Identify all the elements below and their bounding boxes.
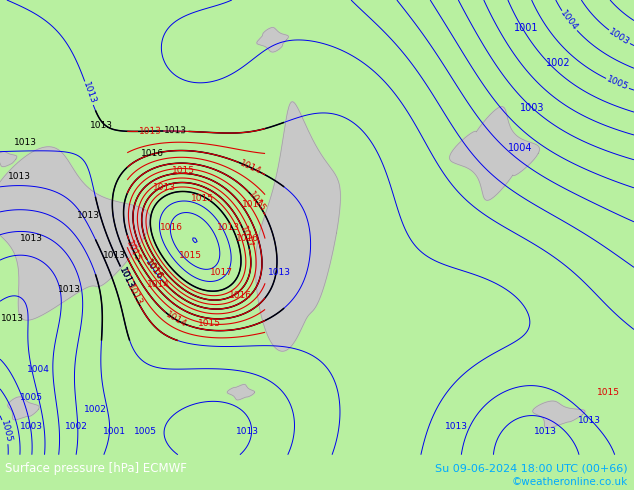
Text: 1002: 1002 [84,405,107,414]
Text: 1015: 1015 [179,251,202,260]
Text: 1003: 1003 [607,27,631,47]
Polygon shape [0,151,17,167]
Text: 1015: 1015 [191,195,214,203]
Text: 1004: 1004 [559,9,579,33]
Text: 1002: 1002 [546,57,570,68]
Text: 1002: 1002 [65,422,87,431]
Text: 1015: 1015 [246,190,267,214]
Text: 1005: 1005 [605,75,630,93]
Text: 1014: 1014 [147,280,170,289]
Text: Surface pressure [hPa] ECMWF: Surface pressure [hPa] ECMWF [5,462,187,475]
Polygon shape [227,385,255,400]
Text: 1013: 1013 [20,234,43,243]
Text: 1005: 1005 [134,427,157,437]
Text: 1017: 1017 [238,224,254,249]
Text: 1013: 1013 [1,314,24,323]
Text: 1001: 1001 [103,427,126,437]
Text: 1014: 1014 [164,310,188,329]
Text: 1013: 1013 [117,266,135,290]
Text: 1016: 1016 [236,234,259,243]
Text: 1013: 1013 [90,121,113,129]
Text: 1017: 1017 [210,269,233,277]
Text: ©weatheronline.co.uk: ©weatheronline.co.uk [512,477,628,487]
Text: 1013: 1013 [445,422,468,431]
Text: Su 09-06-2024 18:00 UTC (00+66): Su 09-06-2024 18:00 UTC (00+66) [435,463,628,473]
Text: 1016: 1016 [141,149,164,158]
Text: 1004: 1004 [508,143,532,153]
Text: 1015: 1015 [172,166,195,175]
Text: 1017: 1017 [242,200,265,209]
Text: 1013: 1013 [14,138,37,147]
Text: 1016: 1016 [230,291,252,300]
Text: 1005: 1005 [0,419,13,444]
Text: 1013: 1013 [217,223,240,232]
Text: 1016: 1016 [144,258,164,282]
Polygon shape [256,102,340,351]
Text: 1016: 1016 [144,258,164,282]
Text: 1013: 1013 [164,126,188,136]
Polygon shape [450,107,540,200]
Text: 1013: 1013 [77,212,100,220]
Text: 1013: 1013 [268,269,290,277]
Text: 1013: 1013 [153,183,176,192]
Polygon shape [0,147,150,320]
Text: 1001: 1001 [514,24,538,33]
Text: 1003: 1003 [521,103,545,113]
Polygon shape [257,27,288,52]
Text: 1013: 1013 [117,266,135,290]
Text: 1013: 1013 [58,285,81,294]
Text: 1015: 1015 [597,388,620,397]
Text: 1003: 1003 [20,422,43,431]
Text: 1013: 1013 [125,283,143,307]
Text: 1013: 1013 [139,126,162,136]
Text: 1013: 1013 [8,172,30,181]
Text: 1014: 1014 [238,158,262,176]
Text: 1013: 1013 [236,427,259,437]
Text: 1013: 1013 [578,416,601,425]
Text: 1013: 1013 [103,251,126,260]
Text: 1013: 1013 [81,81,97,105]
Text: 1016: 1016 [160,223,183,232]
Text: 1013: 1013 [534,427,557,437]
Text: 1015: 1015 [125,239,143,264]
Polygon shape [533,401,585,428]
Text: 1005: 1005 [20,393,43,402]
Text: 1015: 1015 [198,319,221,328]
Polygon shape [8,397,39,420]
Text: 1004: 1004 [27,365,49,374]
